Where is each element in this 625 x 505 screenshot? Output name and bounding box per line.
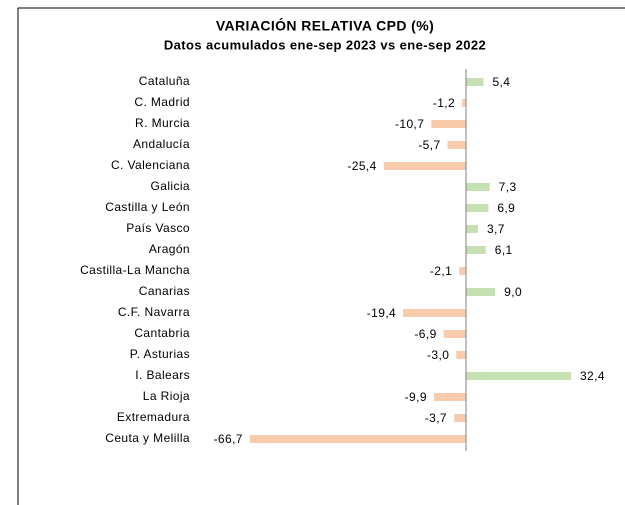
chart-title: VARIACIÓN RELATIVA CPD (%) <box>216 17 434 34</box>
category-label: País Vasco <box>126 221 190 235</box>
bar <box>443 330 466 338</box>
bar <box>456 351 466 359</box>
category-label: Cantabria <box>134 326 190 340</box>
category-label: P. Asturias <box>130 347 190 361</box>
value-label: -10,7 <box>395 117 424 131</box>
bar <box>466 204 489 212</box>
bar <box>466 288 496 296</box>
bar <box>466 183 490 191</box>
category-label: Ceuta y Melilla <box>105 431 190 445</box>
category-label: Andalucía <box>133 137 190 151</box>
category-label: Extremadura <box>117 410 190 424</box>
value-label: -66,7 <box>214 432 243 446</box>
bar <box>466 372 571 380</box>
value-label: 32,4 <box>580 369 605 383</box>
value-label: -25,4 <box>347 159 376 173</box>
value-label: -5,7 <box>418 138 440 152</box>
bar <box>249 435 466 443</box>
value-label: -2,1 <box>430 264 452 278</box>
category-label: Galicia <box>151 179 190 193</box>
category-label: Aragón <box>149 242 190 256</box>
category-label: Castilla y León <box>105 200 190 214</box>
value-label: 9,0 <box>504 285 522 299</box>
value-label: -9,9 <box>405 390 427 404</box>
bar <box>447 141 466 149</box>
category-label: R. Murcia <box>135 116 190 130</box>
bar <box>459 267 466 275</box>
bar <box>431 120 466 128</box>
bar <box>462 99 466 107</box>
category-label: C.F. Navarra <box>118 305 190 319</box>
value-label: 5,4 <box>492 75 510 89</box>
bar <box>466 246 486 254</box>
chart-subtitle: Datos acumulados ene-sep 2023 vs ene-sep… <box>164 37 486 52</box>
value-label: 7,3 <box>499 180 517 194</box>
category-label: Castilla-La Mancha <box>80 263 190 277</box>
value-label: 3,7 <box>487 222 505 236</box>
category-label: Canarias <box>139 284 190 298</box>
value-label: -19,4 <box>367 306 396 320</box>
value-label: -6,9 <box>414 327 436 341</box>
category-label: C. Madrid <box>134 95 190 109</box>
category-label: La Rioja <box>143 389 190 403</box>
value-label: -3,7 <box>425 411 447 425</box>
value-label: 6,1 <box>495 243 513 257</box>
category-label: C. Valenciana <box>111 158 190 172</box>
value-label: -1,2 <box>433 96 455 110</box>
bar <box>433 393 466 401</box>
bar <box>383 162 466 170</box>
value-label: -3,0 <box>427 348 449 362</box>
value-label: 6,9 <box>497 201 515 215</box>
bar <box>403 309 466 317</box>
category-label: I. Balears <box>135 368 190 382</box>
bar <box>454 414 466 422</box>
bar <box>466 225 478 233</box>
bar <box>466 78 484 86</box>
category-label: Cataluña <box>139 74 190 88</box>
